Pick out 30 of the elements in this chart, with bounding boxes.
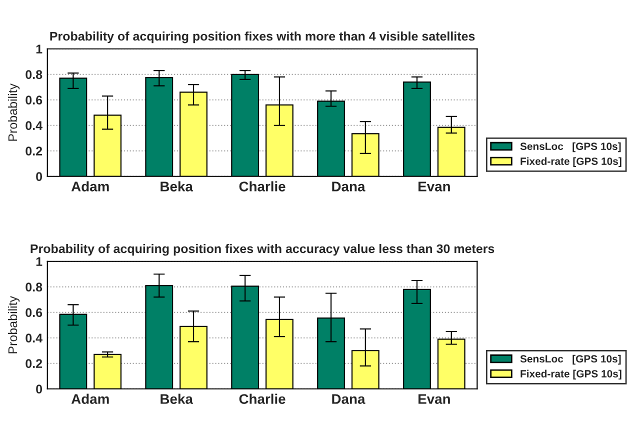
y-tick-label: 0.2 <box>26 359 42 368</box>
y-tick-label: 0.4 <box>26 121 42 130</box>
y-tick-label: 0 <box>36 384 42 394</box>
x-tick-label: Charlie <box>239 181 286 192</box>
legend-label: Fixed-rate [GPS 10s] <box>520 157 622 167</box>
legend-label: SensLoc [GPS 10s] <box>520 142 621 152</box>
x-tick-label: Dana <box>332 182 366 192</box>
y-tick-label: 0 <box>36 172 42 182</box>
x-tick-label: Charlie <box>239 394 286 404</box>
y-tick-label: 0.2 <box>26 146 42 156</box>
y-axis-title: Probability <box>8 83 20 141</box>
x-tick-label: Evan <box>418 394 450 404</box>
y-tick-label: 0.8 <box>26 70 42 80</box>
y-tick-label: 0.6 <box>26 308 42 318</box>
x-tick-label: Adam <box>71 181 109 192</box>
chart-title: Probability of acquiring position fixes with more than 4 visible satellites <box>50 31 475 44</box>
x-tick-label: Adam <box>71 394 109 404</box>
legend-label: Fixed-rate [GPS 10s] <box>520 370 622 380</box>
x-tick-label: Dana <box>332 394 366 404</box>
legend-label: SensLoc [GPS 10s] <box>520 354 621 365</box>
y-axis-title: Probability <box>8 296 20 354</box>
y-tick-label: 0.6 <box>26 96 42 105</box>
y-tick-label: 1 <box>36 44 42 54</box>
y-tick-label: 0.4 <box>26 334 42 343</box>
y-tick-label: 1 <box>36 257 42 266</box>
x-tick-label: Evan <box>418 182 450 192</box>
x-tick-label: Beka <box>160 181 194 192</box>
y-tick-label: 0.8 <box>26 282 42 292</box>
x-tick-label: Beka <box>160 394 194 404</box>
chart-title: Probability of acquiring position fixes with accuracy value less than 30 meters <box>30 244 494 256</box>
